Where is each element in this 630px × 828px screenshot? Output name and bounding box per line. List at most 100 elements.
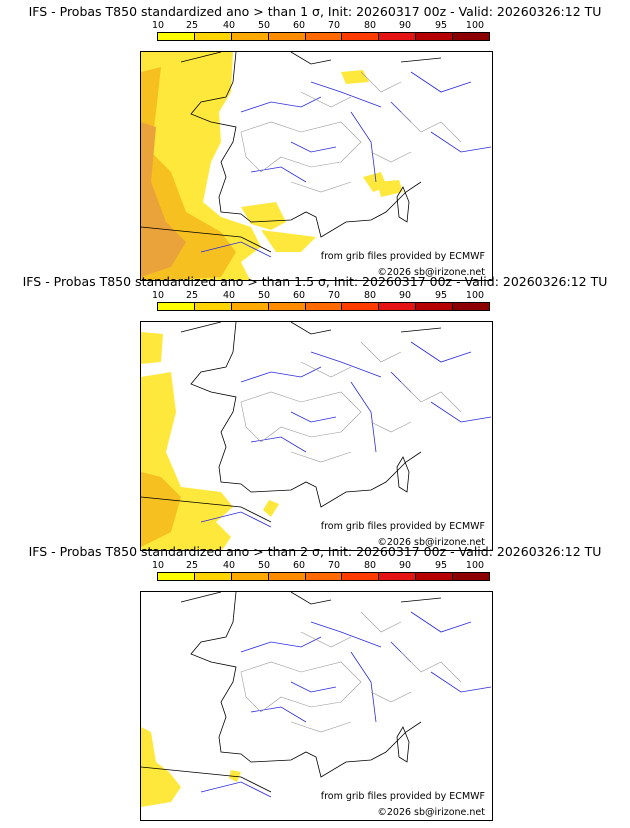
scale-swatch (453, 573, 490, 580)
scale-swatch (342, 573, 380, 580)
border (240, 341, 402, 463)
scale-swatch (416, 303, 454, 310)
scale-swatch (231, 573, 269, 580)
copyright-credit: ©2026 sb@irizone.net (376, 537, 486, 548)
probability-map: from grib files provided by ECMWF ©2026 … (140, 591, 493, 821)
color-scale-bar (157, 572, 490, 581)
prob-area-corsica (377, 180, 403, 197)
scale-tick: 80 (363, 20, 377, 31)
scale-tick: 90 (398, 20, 412, 31)
scale-tick: 70 (327, 290, 341, 301)
scale-swatch (194, 573, 232, 580)
scale-tick: 90 (398, 560, 412, 571)
scale-tick: 60 (292, 290, 306, 301)
map-canvas (141, 592, 492, 807)
scale-swatch (416, 33, 454, 40)
coastline (141, 322, 442, 523)
river (200, 81, 492, 258)
source-credit: from grib files provided by ECMWF (319, 791, 486, 802)
scale-swatch (416, 573, 454, 580)
scale-tick: 70 (327, 560, 341, 571)
copyright-credit: ©2026 sb@irizone.net (376, 807, 486, 818)
prob-area-atlantic (141, 727, 181, 807)
border (370, 111, 462, 163)
scale-swatch (268, 33, 306, 40)
river (200, 621, 492, 798)
scale-tick: 40 (222, 560, 236, 571)
scale-swatch (268, 573, 306, 580)
scale-tick: 100 (465, 290, 485, 301)
scale-tick: 25 (185, 560, 199, 571)
coastline (180, 52, 422, 238)
river (240, 341, 472, 453)
river (240, 71, 472, 183)
copyright-credit: ©2026 sb@irizone.net (376, 267, 486, 278)
scale-swatch (158, 33, 195, 40)
scale-tick: 25 (185, 20, 199, 31)
source-credit: from grib files provided by ECMWF (319, 251, 486, 262)
scale-swatch (342, 303, 380, 310)
scale-tick: 50 (257, 560, 271, 571)
color-scale-labels: 10 25 40 50 60 70 80 90 95 100 (140, 290, 490, 302)
corsica-coast (396, 186, 410, 223)
scale-tick: 80 (363, 290, 377, 301)
corsica-coast (396, 456, 410, 493)
scale-swatch (194, 303, 232, 310)
panel-3: IFS - Probas T850 standardized ano > tha… (0, 544, 630, 821)
color-scale-labels: 10 25 40 50 60 70 80 90 95 100 (140, 560, 490, 572)
map-canvas (141, 52, 492, 280)
scale-swatch (268, 303, 306, 310)
prob-area-southwest (241, 202, 286, 230)
map-title: IFS - Probas T850 standardized ano > tha… (22, 274, 608, 289)
scale-swatch (231, 33, 269, 40)
scale-tick: 10 (151, 560, 165, 571)
border (240, 611, 402, 733)
scale-tick: 10 (151, 20, 165, 31)
scale-tick: 40 (222, 20, 236, 31)
prob-area-atlantic-north (141, 332, 163, 364)
scale-swatch (379, 303, 417, 310)
scale-swatch (379, 33, 417, 40)
prob-area-pyrenees (261, 230, 316, 252)
prob-area-atlantic-core (141, 472, 181, 547)
source-credit: from grib files provided by ECMWF (319, 521, 486, 532)
color-scale-bar (157, 32, 490, 41)
color-scale-bar (157, 302, 490, 311)
scale-swatch (305, 33, 343, 40)
scale-tick: 60 (292, 560, 306, 571)
border (370, 651, 462, 703)
map-title: IFS - Probas T850 standardized ano > tha… (28, 4, 602, 19)
prob-area-atlantic-high (141, 122, 186, 277)
river (240, 611, 472, 723)
color-scale-labels: 10 25 40 50 60 70 80 90 95 100 (140, 20, 490, 32)
scale-swatch (305, 303, 343, 310)
scale-tick: 90 (398, 290, 412, 301)
scale-tick: 95 (434, 290, 448, 301)
border (240, 71, 402, 193)
panel-2: IFS - Probas T850 standardized ano > tha… (0, 274, 630, 551)
map-canvas (141, 322, 492, 550)
panel-1: IFS - Probas T850 standardized ano > tha… (0, 4, 630, 281)
scale-swatch (453, 303, 490, 310)
scale-tick: 25 (185, 290, 199, 301)
prob-area-north (341, 70, 369, 84)
scale-swatch (342, 33, 380, 40)
scale-tick: 10 (151, 290, 165, 301)
border (370, 381, 462, 433)
coastline (141, 52, 442, 253)
scale-tick: 50 (257, 20, 271, 31)
scale-swatch (194, 33, 232, 40)
scale-tick: 70 (327, 20, 341, 31)
scale-tick: 100 (465, 20, 485, 31)
scale-tick: 40 (222, 290, 236, 301)
probability-map: from grib files provided by ECMWF ©2026 … (140, 51, 493, 281)
scale-swatch (305, 573, 343, 580)
scale-swatch (158, 573, 195, 580)
scale-tick: 80 (363, 560, 377, 571)
prob-area-pyrenees (263, 500, 279, 517)
probability-map: from grib files provided by ECMWF ©2026 … (140, 321, 493, 551)
scale-tick: 95 (434, 560, 448, 571)
scale-tick: 60 (292, 20, 306, 31)
scale-swatch (453, 33, 490, 40)
map-title: IFS - Probas T850 standardized ano > tha… (28, 544, 602, 559)
